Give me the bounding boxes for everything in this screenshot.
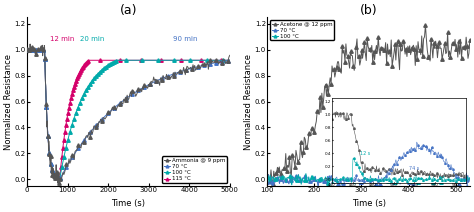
Ammonia @ 9 ppm <box>55 182 61 184</box>
Legend: Acetone @ 12 ppm, 70 °C, 100 °C: Acetone @ 12 ppm, 70 °C, 100 °C <box>270 20 334 40</box>
100 °C <box>467 177 473 179</box>
115 °C <box>56 177 62 180</box>
100 °C <box>75 107 81 110</box>
Acetone @ 12 ppm <box>467 38 473 41</box>
70 °C <box>198 65 203 67</box>
Acetone @ 12 ppm <box>447 56 453 58</box>
70 °C <box>283 178 288 180</box>
100 °C <box>56 177 62 180</box>
Y-axis label: Normalized Resistance: Normalized Resistance <box>4 53 13 149</box>
100 °C <box>462 177 467 180</box>
115 °C <box>187 59 192 61</box>
Acetone @ 12 ppm <box>264 175 270 177</box>
115 °C <box>57 178 63 181</box>
100 °C <box>58 172 64 174</box>
100 °C <box>358 176 364 179</box>
100 °C <box>455 179 460 181</box>
100 °C <box>57 178 63 181</box>
100 °C <box>296 177 302 180</box>
70 °C <box>264 180 270 183</box>
100 °C <box>85 85 91 88</box>
Acetone @ 12 ppm <box>374 44 379 47</box>
70 °C <box>453 102 458 104</box>
100 °C <box>449 159 455 161</box>
Line: 100 °C: 100 °C <box>26 48 231 181</box>
Acetone @ 12 ppm <box>325 85 330 88</box>
Ammonia @ 9 ppm <box>227 54 233 57</box>
Ammonia @ 9 ppm <box>44 108 49 111</box>
Text: 12 min: 12 min <box>50 36 74 42</box>
Line: 115 °C: 115 °C <box>26 48 231 181</box>
115 °C <box>24 48 30 51</box>
Ammonia @ 9 ppm <box>27 43 33 45</box>
Title: (a): (a) <box>120 4 137 17</box>
70 °C <box>36 48 42 51</box>
70 °C <box>346 176 351 178</box>
Ammonia @ 9 ppm <box>49 166 55 168</box>
Line: 70 °C: 70 °C <box>26 48 231 181</box>
70 °C <box>49 166 55 169</box>
Ammonia @ 9 ppm <box>193 69 199 72</box>
100 °C <box>264 176 270 179</box>
70 °C <box>227 59 233 61</box>
70 °C <box>335 183 341 185</box>
70 °C <box>379 177 385 179</box>
115 °C <box>57 172 63 174</box>
115 °C <box>227 59 233 61</box>
Legend: Ammonia @ 9 ppm, 70 °C, 100 °C, 115 °C: Ammonia @ 9 ppm, 70 °C, 100 °C, 115 °C <box>162 156 227 183</box>
100 °C <box>50 169 55 172</box>
115 °C <box>66 107 72 110</box>
X-axis label: Time (s): Time (s) <box>111 199 146 208</box>
Ammonia @ 9 ppm <box>199 64 204 67</box>
70 °C <box>296 177 302 180</box>
Acetone @ 12 ppm <box>423 24 428 26</box>
70 °C <box>270 188 276 190</box>
70 °C <box>44 105 49 108</box>
70 °C <box>57 178 63 181</box>
Text: 90 min: 90 min <box>173 36 198 42</box>
Acetone @ 12 ppm <box>270 183 276 186</box>
100 °C <box>194 59 200 61</box>
70 °C <box>374 178 380 180</box>
115 °C <box>72 85 77 88</box>
Ammonia @ 9 ppm <box>24 47 30 50</box>
Line: 100 °C: 100 °C <box>265 158 472 187</box>
100 °C <box>289 184 295 186</box>
Acetone @ 12 ppm <box>321 97 327 100</box>
100 °C <box>270 175 276 178</box>
X-axis label: Time (s): Time (s) <box>352 199 385 208</box>
Line: Ammonia @ 9 ppm: Ammonia @ 9 ppm <box>26 42 231 185</box>
Line: 70 °C: 70 °C <box>265 101 472 191</box>
100 °C <box>227 59 233 61</box>
Acetone @ 12 ppm <box>438 47 443 50</box>
Ammonia @ 9 ppm <box>44 126 50 128</box>
70 °C <box>24 48 30 51</box>
Text: 20 min: 20 min <box>80 36 104 42</box>
Ammonia @ 9 ppm <box>37 50 43 52</box>
70 °C <box>467 176 473 179</box>
Y-axis label: Normalized Resistance: Normalized Resistance <box>244 53 253 149</box>
70 °C <box>44 115 50 118</box>
115 °C <box>50 169 55 172</box>
70 °C <box>192 66 198 69</box>
100 °C <box>24 48 30 51</box>
Line: Acetone @ 12 ppm: Acetone @ 12 ppm <box>265 23 472 186</box>
100 °C <box>460 178 466 180</box>
Title: (b): (b) <box>360 4 377 17</box>
Acetone @ 12 ppm <box>444 51 449 53</box>
